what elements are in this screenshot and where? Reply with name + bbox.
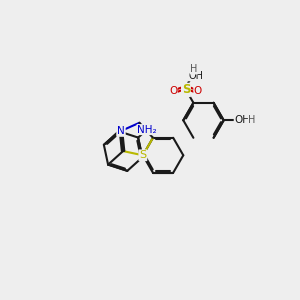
Text: S: S — [139, 150, 146, 160]
Text: NH₂: NH₂ — [137, 124, 157, 135]
Text: OH: OH — [188, 71, 203, 81]
Text: H: H — [248, 115, 256, 125]
Text: O: O — [169, 86, 177, 96]
Text: OH: OH — [234, 115, 250, 125]
Text: S: S — [182, 83, 190, 96]
Text: H: H — [190, 64, 198, 74]
Text: N: N — [117, 126, 125, 136]
Text: O: O — [194, 86, 202, 96]
